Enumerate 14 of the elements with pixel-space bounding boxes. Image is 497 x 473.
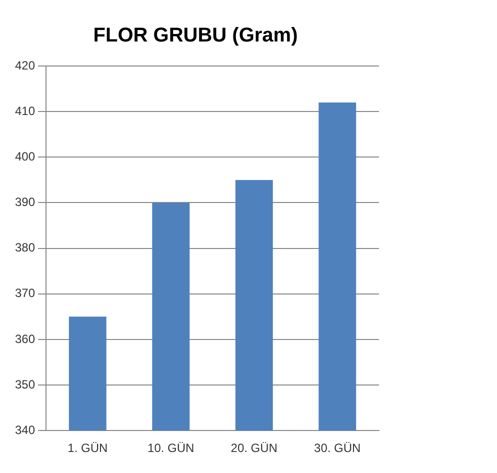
y-tick-label: 340 bbox=[14, 422, 36, 437]
y-tick-label: 400 bbox=[14, 149, 36, 164]
y-tick-label: 390 bbox=[14, 195, 36, 210]
chart-title: FLOR GRUBU (Gram) bbox=[93, 24, 298, 47]
x-tick-label: 1. GÜN bbox=[68, 441, 108, 456]
x-tick-label: 30. GÜN bbox=[314, 441, 361, 456]
y-tick-label: 420 bbox=[14, 58, 36, 72]
y-tick-label: 380 bbox=[14, 240, 36, 255]
y-tick-label: 410 bbox=[14, 104, 36, 118]
x-tick-label: 10. GÜN bbox=[148, 441, 194, 456]
x-tick-label: 20. GÜN bbox=[230, 441, 278, 456]
y-tick-label: 370 bbox=[14, 286, 36, 300]
y-tick-label: 360 bbox=[14, 332, 36, 346]
y-tick-label: 350 bbox=[14, 377, 36, 392]
